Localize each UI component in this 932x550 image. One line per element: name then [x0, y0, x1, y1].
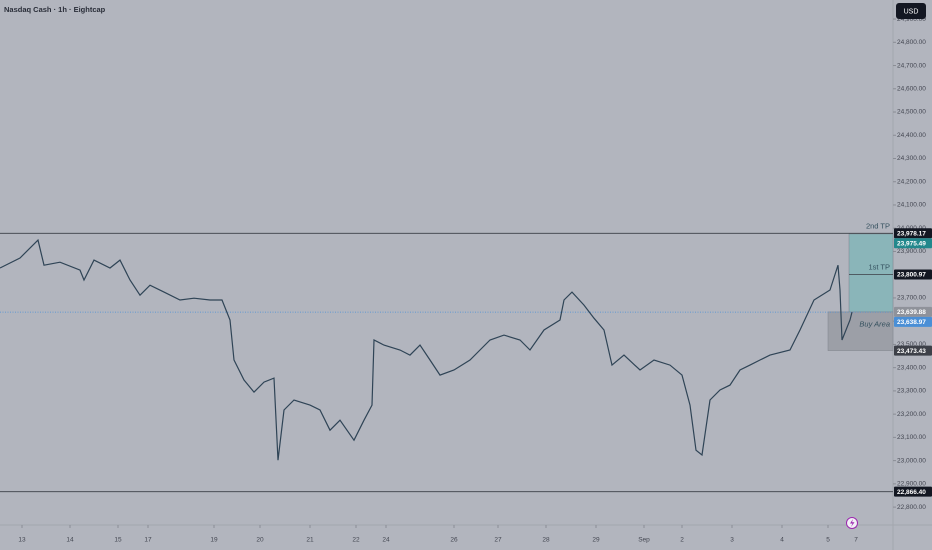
x-tick-label: 15 [114, 537, 122, 544]
y-tick-label: 24,200.00 [897, 178, 926, 185]
x-tick-label: 22 [352, 537, 360, 544]
x-tick-label: 13 [18, 537, 26, 544]
y-tick-label: 24,700.00 [897, 62, 926, 69]
y-tick-label: 24,800.00 [897, 39, 926, 46]
price-label: 23,800.97 [897, 272, 926, 279]
annotation: 2nd TP [866, 221, 890, 230]
currency-label[interactable]: USD [904, 8, 919, 15]
x-tick-label: 19 [210, 537, 218, 544]
y-tick-label: 23,100.00 [897, 434, 926, 441]
y-tick-label: 23,000.00 [897, 457, 926, 464]
price-label-bg [894, 228, 932, 239]
x-tick-label: 27 [494, 537, 502, 544]
y-tick-label: 24,100.00 [897, 202, 926, 209]
x-tick-label: 4 [780, 537, 784, 544]
x-tick-label: 28 [542, 537, 550, 544]
zone [827, 311, 894, 351]
price-label-bg [894, 316, 932, 327]
price-line [0, 238, 853, 461]
price-label: 22,866.40 [897, 489, 926, 496]
y-tick-label: 23,300.00 [897, 388, 926, 395]
price-label-bg [894, 306, 932, 317]
zone [848, 233, 894, 313]
price-label: 23,638.97 [897, 319, 926, 326]
event-icon-bolt [850, 519, 855, 527]
price-label-bg [894, 269, 932, 280]
y-tick-label: 22,800.00 [897, 504, 926, 511]
x-tick-label: 14 [66, 537, 74, 544]
x-tick-label: Sep [638, 537, 650, 544]
y-tick-label: 23,200.00 [897, 411, 926, 418]
y-tick-label: 24,300.00 [897, 155, 926, 162]
x-tick-label: 29 [592, 537, 600, 544]
currency-button[interactable] [896, 3, 926, 19]
x-tick-label: 7 [854, 537, 858, 544]
y-tick-label: 24,400.00 [897, 132, 926, 139]
y-tick-label: 23,400.00 [897, 364, 926, 371]
x-tick-label: 21 [306, 537, 314, 544]
y-tick-label: 23,500.00 [897, 341, 926, 348]
y-tick-label: 24,500.00 [897, 109, 926, 116]
annotation: Buy Area [859, 319, 890, 328]
y-tick-label: 24,900.00 [897, 16, 926, 23]
price-label: 23,975.49 [897, 241, 926, 248]
x-tick-label: 5 [826, 537, 830, 544]
price-label: 23,473.43 [897, 348, 926, 355]
annotation: 1st TP [868, 262, 890, 271]
chart-title: Nasdaq Cash · 1h · Eightcap [4, 5, 106, 14]
y-tick-label: 23,700.00 [897, 295, 926, 302]
x-tick-label: 17 [144, 537, 152, 544]
y-tick-label: 23,900.00 [897, 248, 926, 255]
y-tick-label: 24,600.00 [897, 85, 926, 92]
price-label: 23,639.88 [897, 309, 926, 316]
price-label-bg [894, 345, 932, 356]
x-tick-label: 3 [730, 537, 734, 544]
price-label: 23,978.17 [897, 231, 926, 238]
price-label-bg [894, 238, 932, 249]
x-tick-label: 26 [450, 537, 458, 544]
price-label-bg [894, 486, 932, 497]
x-tick-label: 20 [256, 537, 264, 544]
x-tick-label: 2 [680, 537, 684, 544]
x-tick-label: 24 [382, 537, 390, 544]
y-tick-label: 22,900.00 [897, 481, 926, 488]
